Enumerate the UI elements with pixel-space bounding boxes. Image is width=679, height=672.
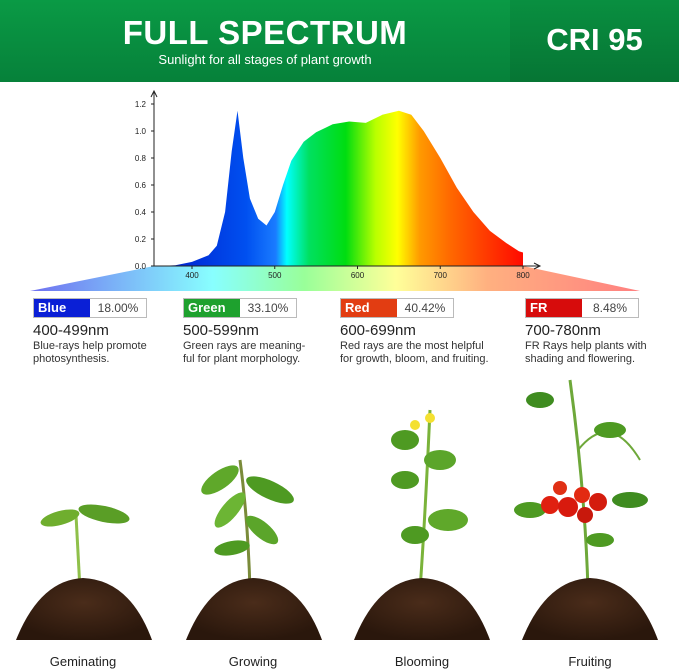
- band-range: 700-780nm: [525, 322, 601, 339]
- stage-label-fruiting: Fruiting: [568, 654, 612, 669]
- band-range: 500-599nm: [183, 322, 259, 339]
- band-name: Blue: [34, 299, 90, 317]
- band-percent: 40.42%: [397, 299, 453, 317]
- x-axis-arrow: [533, 262, 542, 270]
- band-name: Green: [184, 299, 240, 317]
- spectrum-chart: 0.0 0.2 0.4 0.6 0.8 1.0 1.2 400 500 600 700 800: [30, 89, 640, 291]
- x-tick-label: 700: [434, 271, 448, 280]
- band-percent: 33.10%: [240, 299, 296, 317]
- band-green: Green 33.10% 500-599nm Green rays are mea…: [183, 298, 343, 366]
- band-percent: 8.48%: [582, 299, 638, 317]
- band-badge: FR 8.48%: [525, 298, 639, 318]
- spectrum-floor: [30, 266, 640, 291]
- band-desc: Green rays are meaning-ful for plant mor…: [183, 340, 306, 365]
- y-tick-label: 0.8: [135, 154, 147, 163]
- band-blue: Blue 18.00% 400-499nm Blue-rays help prom…: [33, 298, 193, 366]
- y-tick-label: 0.4: [135, 208, 147, 217]
- band-badge: Blue 18.00%: [33, 298, 147, 318]
- band-range: 400-499nm: [33, 322, 109, 339]
- x-tick-label: 400: [185, 271, 199, 280]
- band-red: Red 40.42% 600-699nm Red rays are the mos…: [340, 298, 510, 366]
- band-range: 600-699nm: [340, 322, 416, 339]
- band-badge: Green 33.10%: [183, 298, 297, 318]
- band-fr: FR 8.48% 700-780nm FR Rays help plants wi…: [525, 298, 679, 366]
- band-badge: Red 40.42%: [340, 298, 454, 318]
- x-tick-label: 600: [351, 271, 365, 280]
- stage-label-geminating: Geminating: [49, 654, 117, 669]
- subtitle: Sunlight for all stages of plant growth: [158, 52, 372, 67]
- spectrum-area: [158, 110, 523, 266]
- band-desc: FR Rays help plants with shading and flow…: [525, 340, 647, 365]
- page-title: FULL SPECTRUM: [122, 14, 408, 51]
- band-name: Red: [341, 299, 397, 317]
- y-tick-label: 0.2: [135, 235, 147, 244]
- x-tick-label: 500: [268, 271, 282, 280]
- band-percent: 18.00%: [90, 299, 146, 317]
- fruiting-plant-image: [514, 379, 658, 640]
- y-tick-label: 1.2: [135, 100, 147, 109]
- y-tick-label: 1.0: [135, 127, 147, 136]
- seedling-plant-image: [16, 504, 152, 640]
- plant-stages: [16, 379, 658, 640]
- band-desc: Blue-rays help promote photosynthesis.: [33, 340, 147, 365]
- y-axis-arrow: [150, 89, 158, 98]
- y-tick-label: 0.0: [135, 262, 147, 271]
- blooming-plant-image: [354, 409, 490, 640]
- y-tick-label: 0.6: [135, 181, 147, 190]
- stage-label-growing: Growing: [228, 654, 278, 669]
- cri-box: [510, 0, 679, 82]
- cri-badge: CRI 95: [546, 22, 643, 57]
- stage-label-blooming: Blooming: [394, 654, 450, 669]
- band-desc: Red rays are the most helpful for growth,…: [340, 340, 489, 365]
- x-tick-label: 800: [516, 271, 530, 280]
- growing-plant-image: [186, 459, 322, 640]
- band-name: FR: [526, 299, 582, 317]
